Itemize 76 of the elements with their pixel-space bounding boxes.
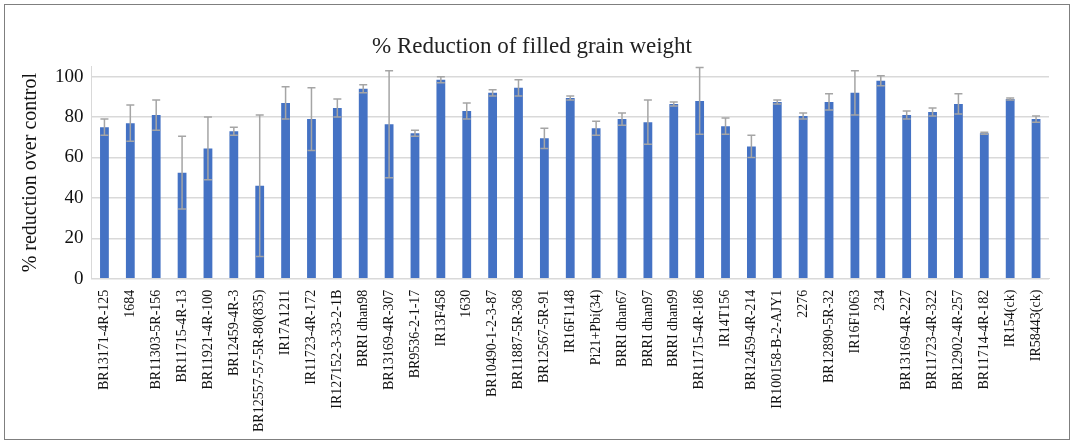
- x-tick-label: 2276: [794, 289, 810, 318]
- x-tick-label: IR100158-B-2-AJY1: [768, 289, 784, 409]
- x-tick-label: IR13F458: [432, 289, 448, 347]
- chart-title: % Reduction of filled grain weight: [371, 32, 693, 58]
- y-axis-title: % reduction over control: [18, 72, 41, 273]
- x-tick-label: BR11715-4R-13: [173, 289, 189, 383]
- x-tick-label: BR13171-4R-125: [96, 289, 112, 391]
- x-tick-label: BRRI dhan99: [665, 289, 681, 368]
- x-tick-label: IR17A1211: [277, 289, 293, 356]
- x-tick-label: BR11887-5R-368: [510, 289, 526, 390]
- x-tick-label: BRRI dhan67: [613, 289, 629, 368]
- x-tick-label: BR11303-5R-156: [147, 289, 163, 390]
- x-tick-label: IR16F1063: [846, 289, 862, 354]
- y-tick-label: 0: [74, 266, 84, 288]
- bar: [151, 115, 161, 278]
- bar: [798, 116, 808, 278]
- y-tick-label: 20: [64, 226, 84, 248]
- x-tick-label: BR11714-4R-182: [975, 289, 991, 390]
- bar: [1005, 98, 1015, 278]
- x-tick-label: 1684: [121, 289, 137, 318]
- bar: [229, 131, 239, 278]
- x-tick-label: IR154(ck): [1001, 289, 1018, 348]
- x-tick-label: Pi21+Pbi(34): [587, 289, 604, 366]
- x-tick-label: IR11723-4R-172: [303, 289, 319, 385]
- x-tick-label: BRRI dhan97: [639, 289, 655, 368]
- y-tick-label: 60: [64, 145, 84, 167]
- x-tick-label: BR12459-4R-3: [225, 289, 241, 377]
- bar: [384, 124, 394, 278]
- bar: [332, 108, 342, 278]
- x-tick-label: 234: [872, 289, 888, 311]
- x-tick-label: BR11723-4R-322: [924, 289, 940, 390]
- bar: [514, 87, 523, 278]
- x-tick-label: BRRI dhan98: [354, 289, 370, 368]
- bar: [307, 119, 316, 278]
- bar: [565, 97, 575, 278]
- bar: [591, 128, 601, 278]
- y-tick-label: 100: [55, 64, 84, 86]
- x-tick-label: BR11715-4R-186: [691, 289, 707, 390]
- x-tick-label: BR12902-4R-257: [950, 289, 966, 391]
- bar: [100, 127, 109, 278]
- bar: [979, 133, 989, 278]
- bar: [643, 122, 653, 278]
- x-tick-label: IR58443(ck): [1027, 289, 1044, 362]
- bar: [436, 79, 446, 278]
- bar: [488, 92, 498, 278]
- x-tick-label: BR12890-5R-32: [820, 289, 836, 384]
- x-tick-label: IR16F1148: [561, 289, 577, 353]
- y-tick-label: 40: [64, 185, 84, 207]
- x-tick-label: BR12567-5R-91: [536, 289, 552, 384]
- bar: [721, 126, 730, 278]
- bar: [669, 103, 679, 278]
- bar: [772, 101, 782, 278]
- bar: [358, 88, 368, 278]
- bar: [1031, 119, 1041, 278]
- bar: [539, 138, 549, 278]
- bar: [876, 80, 886, 278]
- bar: [902, 115, 912, 278]
- x-tick-label: BR13169-4R-227: [898, 289, 914, 391]
- x-tick-label: IR14T156: [717, 289, 733, 348]
- x-tick-label: BR11921-4R-100: [199, 289, 215, 390]
- x-tick-label: BR9536-2-1-17: [406, 289, 422, 379]
- x-tick-label: 1630: [458, 289, 474, 318]
- y-tick-label: 80: [64, 105, 84, 127]
- bar: [954, 103, 963, 278]
- bar: [462, 111, 472, 278]
- bar: [410, 133, 420, 278]
- bar: [695, 100, 705, 278]
- x-tick-label: IR127152-3-33-2-1B: [329, 289, 345, 409]
- bar: [747, 146, 756, 278]
- bar: [281, 102, 290, 278]
- x-tick-label: BR12459-4R-214: [743, 289, 759, 391]
- x-tick-label: BR13169-4R-307: [380, 289, 396, 391]
- x-tick-label: BR12557-57-5R-80(835): [251, 289, 268, 432]
- x-tick-label: BR10490-1-2-3-87: [484, 289, 500, 397]
- bar: [125, 123, 135, 278]
- bar: [928, 112, 937, 278]
